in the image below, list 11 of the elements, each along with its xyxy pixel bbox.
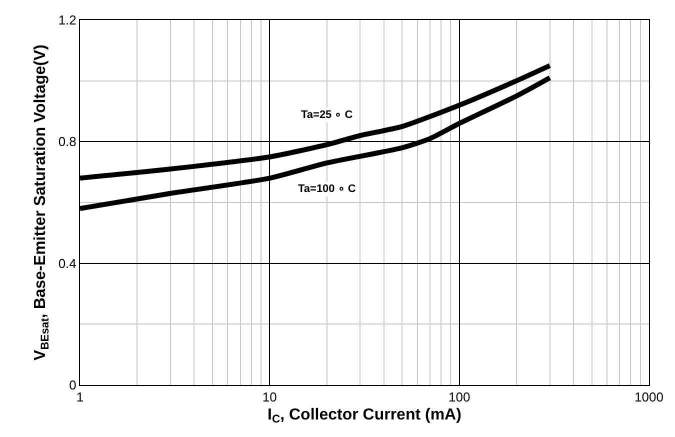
x-tick-label: 100 — [448, 390, 470, 405]
x-axis-title: I$_{C}$, Collector Current (mA) — [268, 406, 462, 426]
y-tick-label: 0 — [69, 378, 76, 393]
x-tick-label: 10 — [262, 390, 277, 405]
series-label: Ta=25 ∘ C — [301, 109, 353, 121]
x-tick-label: 1 — [76, 390, 84, 405]
y-tick-label: 0.4 — [58, 256, 76, 271]
y-tick-label: 1.2 — [58, 12, 76, 28]
x-tick-label: 1000 — [634, 390, 664, 405]
series-label: Ta=100 ∘ C — [298, 183, 356, 195]
y-tick-label: 0.8 — [58, 134, 76, 150]
